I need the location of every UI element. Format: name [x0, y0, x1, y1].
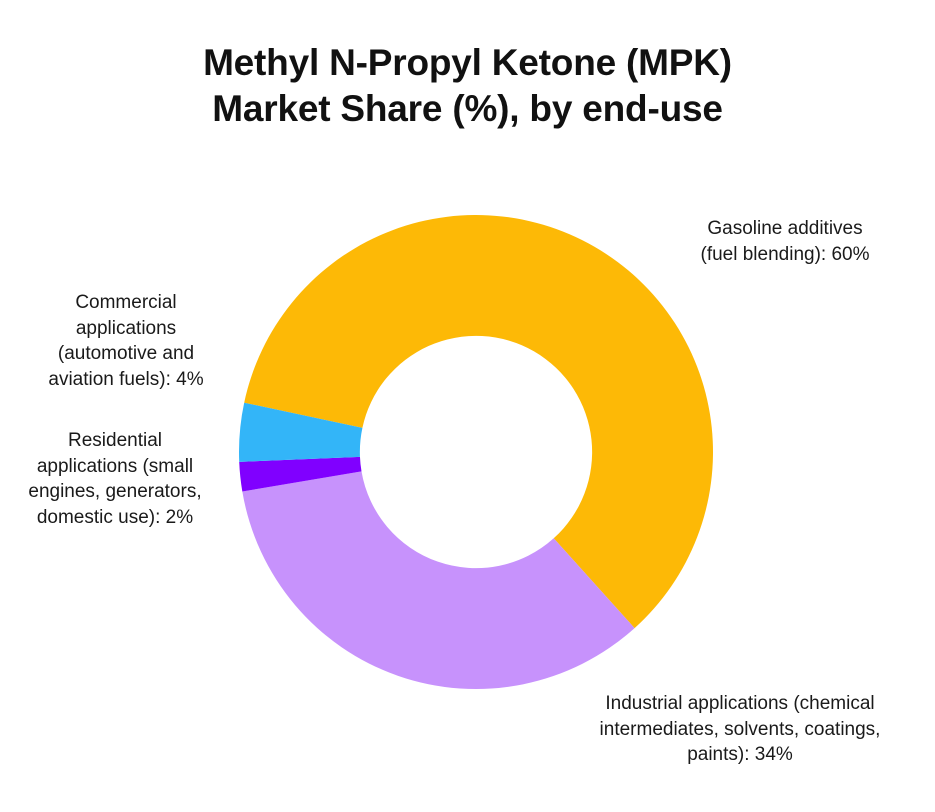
label-line: intermediates, solvents, coatings, — [599, 718, 881, 740]
label-gasoline-additives: Gasoline additives (fuel blending): 60% — [660, 216, 910, 267]
label-line: (automotive and — [57, 343, 195, 364]
slice-residential-applications — [239, 456, 362, 492]
chart-title-line-1: Methyl N-Propyl Ketone (MPK) — [203, 42, 732, 83]
slice-industrial-applications — [242, 471, 635, 689]
label-residential-applications: Residential applications (small engines,… — [0, 428, 230, 530]
label-line: Residential — [68, 430, 162, 451]
label-line: applications (small — [36, 455, 194, 477]
chart-title-line-2: Market Share (%), by end-use — [212, 88, 723, 129]
label-line: applications — [75, 317, 177, 339]
donut-slices — [239, 214, 714, 689]
label-line: Industrial applications (chemical — [605, 693, 875, 714]
label-line: engines, generators, — [28, 481, 202, 502]
slice-gasoline-additives — [244, 214, 714, 629]
label-line: domestic use): 2% — [36, 506, 194, 528]
label-line: (fuel blending): 60% — [700, 243, 870, 265]
label-line: Gasoline additives — [707, 218, 863, 239]
label-industrial-applications: Industrial applications (chemical interm… — [560, 691, 920, 768]
label-line: aviation fuels): 4% — [48, 368, 204, 390]
slice-commercial-applications — [239, 402, 363, 462]
label-line: Commercial — [75, 292, 177, 313]
chart-title: Methyl N-Propyl Ketone (MPK) Market Shar… — [0, 40, 935, 132]
label-commercial-applications: Commercial applications (automotive and … — [16, 290, 236, 392]
label-line: paints): 34% — [687, 744, 793, 765]
